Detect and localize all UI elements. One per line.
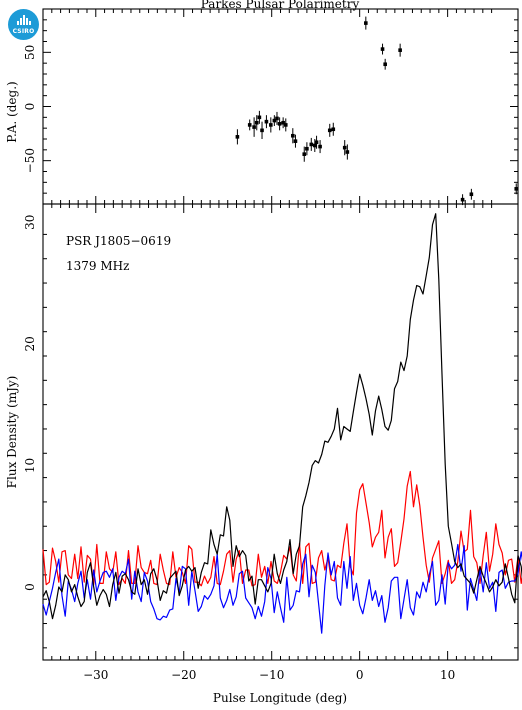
pa-marker	[272, 118, 277, 123]
pa-marker	[460, 197, 465, 202]
pa-point	[272, 115, 277, 126]
total-intensity-line	[42, 213, 522, 620]
pa-y-tick-label: −50	[23, 148, 37, 173]
pa-y-tick-label: 0	[23, 103, 37, 111]
flux-x-tick-label: −30	[83, 668, 108, 682]
pa-point	[314, 135, 319, 149]
pa-marker	[260, 128, 264, 133]
pa-marker	[283, 123, 288, 127]
pa-point	[342, 140, 347, 156]
flux-x-tick-label: −10	[259, 668, 284, 682]
pa-point	[364, 16, 368, 30]
flux-y-tick-label: 30	[23, 215, 37, 230]
pa-marker	[235, 135, 240, 139]
pa-point	[469, 188, 474, 200]
pa-marker	[514, 187, 519, 191]
pa-point	[260, 121, 264, 139]
pa-marker	[342, 145, 347, 150]
pa-marker	[281, 120, 285, 125]
pa-point	[302, 146, 307, 162]
pa-plot-frame	[42, 8, 519, 205]
pa-point	[235, 129, 240, 145]
frequency-label: 1379 MHz	[66, 259, 129, 273]
pa-point	[345, 144, 350, 160]
pa-marker	[383, 62, 387, 67]
pa-marker	[327, 128, 332, 133]
pa-point	[291, 128, 295, 144]
pa-marker	[302, 152, 307, 156]
pa-y-tick-label: 50	[23, 45, 37, 60]
pa-point	[252, 117, 256, 137]
pa-title: Parkes Pulsar Polarimetry	[201, 0, 360, 11]
flux-y-tick-label: 20	[23, 336, 37, 351]
pa-point	[247, 119, 252, 131]
pa-marker	[309, 142, 314, 147]
pa-marker	[398, 48, 402, 52]
pa-data-points	[235, 16, 519, 206]
pa-marker	[269, 123, 273, 127]
pa-marker	[275, 116, 279, 121]
flux-density-panel: PSR J1805−0619 1379 MHz Pulse Longitude …	[5, 203, 522, 705]
pa-marker	[277, 122, 282, 126]
pa-point	[514, 183, 519, 195]
pa-point	[257, 110, 262, 124]
pa-point	[275, 111, 279, 125]
csiro-logo: CSIRO	[8, 9, 39, 40]
pa-marker	[257, 115, 262, 120]
flux-y-tick-label: 10	[23, 458, 37, 473]
pa-point	[283, 118, 288, 132]
pa-marker	[252, 125, 256, 129]
pa-point	[380, 43, 385, 55]
pa-marker	[331, 127, 336, 132]
pa-point	[293, 134, 298, 148]
pa-point	[305, 142, 309, 156]
pa-marker	[247, 123, 252, 127]
pa-marker	[364, 21, 368, 25]
pa-point	[327, 123, 332, 137]
position-angle-panel: Parkes Pulsar Polarimetry P.A. (deg.) −5…	[5, 0, 519, 206]
pa-y-axis-label: P.A. (deg.)	[5, 81, 19, 142]
pa-point	[383, 58, 387, 70]
pa-marker	[254, 120, 259, 125]
pa-point	[269, 117, 273, 133]
pa-point	[254, 115, 259, 131]
pa-point	[331, 122, 336, 136]
pa-marker	[345, 150, 350, 154]
pa-point	[264, 115, 269, 129]
flux-y-axis-label: Flux Density (mJy)	[5, 376, 19, 489]
pa-marker	[469, 192, 474, 197]
circular-polarization-line	[42, 543, 522, 634]
pa-axes: −50 0 50	[23, 8, 518, 205]
linear-polarization-line	[42, 470, 522, 587]
csiro-logo-text: CSIRO	[12, 28, 35, 35]
flux-y-tick-label: 0	[23, 583, 37, 591]
pa-point	[318, 140, 322, 154]
pa-marker	[293, 139, 298, 143]
flux-series-lines	[42, 213, 522, 634]
flux-x-axis-label: Pulse Longitude (deg)	[213, 691, 347, 705]
pa-marker	[305, 146, 309, 151]
csiro-logo-bars-icon	[17, 15, 31, 25]
pa-marker	[291, 133, 295, 138]
pa-point	[281, 117, 285, 129]
flux-x-tick-label: 10	[440, 668, 455, 682]
flux-x-tick-label: −20	[171, 668, 196, 682]
flux-x-tick-label: 0	[356, 668, 364, 682]
pulsar-name-label: PSR J1805−0619	[66, 234, 171, 248]
pa-point	[398, 43, 402, 57]
pa-marker	[314, 140, 319, 145]
pa-marker	[318, 144, 322, 149]
pa-point	[460, 194, 465, 206]
pa-marker	[380, 47, 385, 51]
pa-point	[309, 137, 314, 151]
pa-marker	[313, 143, 317, 148]
flux-axes: 0 10 20 30 −30 −20 −10 0 10	[23, 204, 518, 682]
pa-point	[277, 117, 282, 131]
pa-marker	[264, 119, 269, 124]
